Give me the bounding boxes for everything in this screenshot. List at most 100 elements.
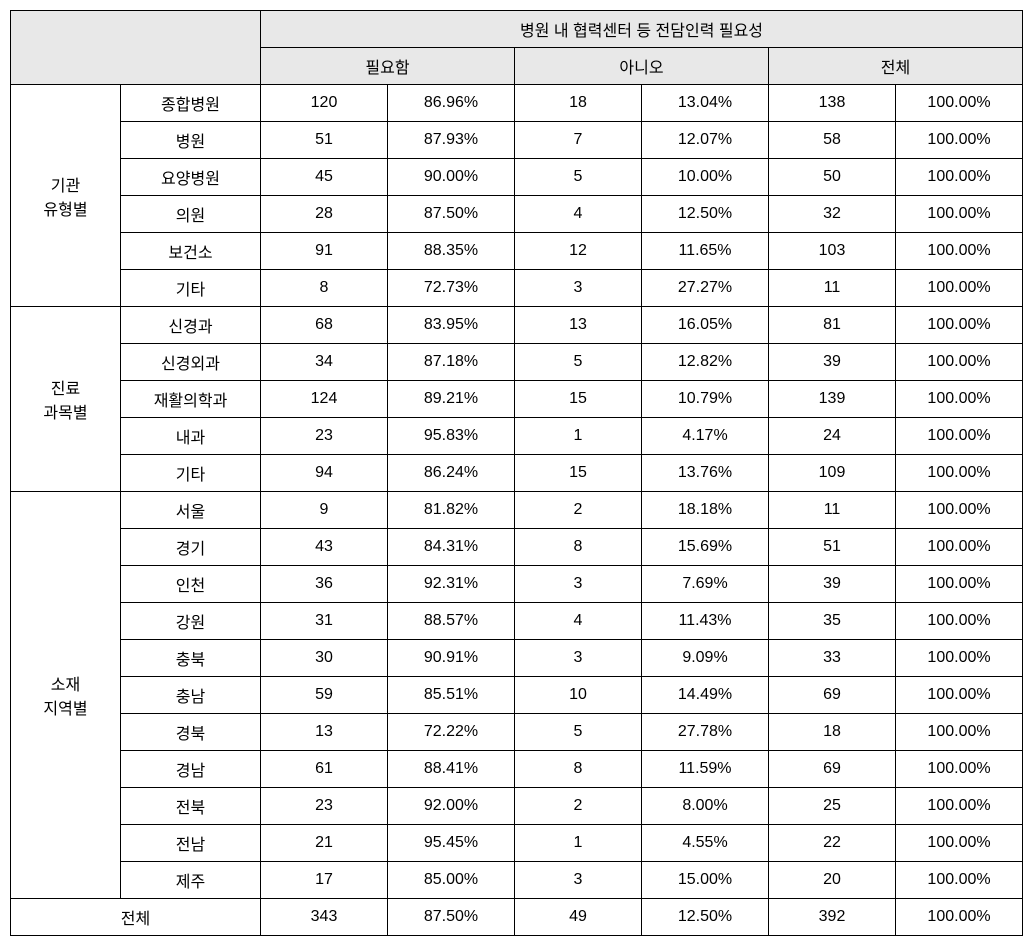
- sub-header-total: 전체: [769, 48, 1023, 85]
- data-cell: 15.00%: [642, 862, 769, 899]
- data-cell: 85.00%: [388, 862, 515, 899]
- data-cell: 100.00%: [896, 677, 1023, 714]
- data-cell: 100.00%: [896, 233, 1023, 270]
- data-cell: 100.00%: [896, 751, 1023, 788]
- table-row: 전북2392.00%28.00%25100.00%: [11, 788, 1023, 825]
- data-cell: 100.00%: [896, 344, 1023, 381]
- data-cell: 34: [261, 344, 388, 381]
- table-body: 기관유형별종합병원12086.96%1813.04%138100.00%병원51…: [11, 85, 1023, 936]
- data-cell: 16.05%: [642, 307, 769, 344]
- data-cell: 11: [769, 492, 896, 529]
- data-cell: 12.50%: [642, 899, 769, 936]
- data-cell: 27.78%: [642, 714, 769, 751]
- data-cell: 88.35%: [388, 233, 515, 270]
- row-label: 병원: [121, 122, 261, 159]
- data-cell: 18: [515, 85, 642, 122]
- data-cell: 8: [515, 529, 642, 566]
- data-cell: 100.00%: [896, 714, 1023, 751]
- data-cell: 8: [261, 270, 388, 307]
- sub-header-no: 아니오: [515, 48, 769, 85]
- row-label: 재활의학과: [121, 381, 261, 418]
- sub-header-yes: 필요함: [261, 48, 515, 85]
- data-cell: 20: [769, 862, 896, 899]
- data-cell: 51: [769, 529, 896, 566]
- data-cell: 100.00%: [896, 640, 1023, 677]
- data-cell: 89.21%: [388, 381, 515, 418]
- data-cell: 138: [769, 85, 896, 122]
- row-label: 경남: [121, 751, 261, 788]
- data-cell: 39: [769, 344, 896, 381]
- data-cell: 18: [769, 714, 896, 751]
- data-cell: 90.00%: [388, 159, 515, 196]
- data-cell: 22: [769, 825, 896, 862]
- row-label: 충북: [121, 640, 261, 677]
- data-cell: 17: [261, 862, 388, 899]
- row-label: 신경외과: [121, 344, 261, 381]
- table-row: 기타872.73%327.27%11100.00%: [11, 270, 1023, 307]
- row-label: 인천: [121, 566, 261, 603]
- data-cell: 25: [769, 788, 896, 825]
- data-cell: 87.93%: [388, 122, 515, 159]
- data-cell: 92.00%: [388, 788, 515, 825]
- data-cell: 5: [515, 159, 642, 196]
- group-header: 진료과목별: [11, 307, 121, 492]
- data-cell: 69: [769, 751, 896, 788]
- data-cell: 12.82%: [642, 344, 769, 381]
- data-cell: 21: [261, 825, 388, 862]
- group-header: 소재지역별: [11, 492, 121, 899]
- data-cell: 12.07%: [642, 122, 769, 159]
- data-cell: 13: [515, 307, 642, 344]
- row-label: 전남: [121, 825, 261, 862]
- table-row: 신경외과3487.18%512.82%39100.00%: [11, 344, 1023, 381]
- data-cell: 91: [261, 233, 388, 270]
- data-cell: 88.41%: [388, 751, 515, 788]
- data-cell: 100.00%: [896, 862, 1023, 899]
- data-cell: 15: [515, 455, 642, 492]
- data-cell: 32: [769, 196, 896, 233]
- data-cell: 100.00%: [896, 85, 1023, 122]
- table-row: 인천3692.31%37.69%39100.00%: [11, 566, 1023, 603]
- table-row: 의원2887.50%412.50%32100.00%: [11, 196, 1023, 233]
- data-cell: 50: [769, 159, 896, 196]
- data-cell: 14.49%: [642, 677, 769, 714]
- data-cell: 343: [261, 899, 388, 936]
- row-label: 서울: [121, 492, 261, 529]
- data-cell: 86.24%: [388, 455, 515, 492]
- data-cell: 10: [515, 677, 642, 714]
- data-cell: 100.00%: [896, 529, 1023, 566]
- row-label: 신경과: [121, 307, 261, 344]
- data-cell: 9: [261, 492, 388, 529]
- data-cell: 15: [515, 381, 642, 418]
- data-cell: 30: [261, 640, 388, 677]
- data-cell: 81: [769, 307, 896, 344]
- row-label: 요양병원: [121, 159, 261, 196]
- table-row: 경남6188.41%811.59%69100.00%: [11, 751, 1023, 788]
- data-cell: 87.50%: [388, 196, 515, 233]
- table-row: 경북1372.22%527.78%18100.00%: [11, 714, 1023, 751]
- data-cell: 4.55%: [642, 825, 769, 862]
- data-table: 병원 내 협력센터 등 전담인력 필요성 필요함 아니오 전체 기관유형별종합병…: [10, 10, 1023, 936]
- data-cell: 43: [261, 529, 388, 566]
- data-cell: 35: [769, 603, 896, 640]
- group-header: 기관유형별: [11, 85, 121, 307]
- data-cell: 9.09%: [642, 640, 769, 677]
- table-row: 요양병원4590.00%510.00%50100.00%: [11, 159, 1023, 196]
- data-cell: 100.00%: [896, 196, 1023, 233]
- data-cell: 12: [515, 233, 642, 270]
- data-cell: 72.73%: [388, 270, 515, 307]
- data-cell: 11.65%: [642, 233, 769, 270]
- data-cell: 2: [515, 492, 642, 529]
- table-header: 병원 내 협력센터 등 전담인력 필요성 필요함 아니오 전체: [11, 11, 1023, 85]
- data-cell: 3: [515, 270, 642, 307]
- row-label: 충남: [121, 677, 261, 714]
- data-cell: 8.00%: [642, 788, 769, 825]
- data-cell: 13.76%: [642, 455, 769, 492]
- main-header: 병원 내 협력센터 등 전담인력 필요성: [261, 11, 1023, 48]
- data-cell: 100.00%: [896, 825, 1023, 862]
- corner-header: [11, 11, 261, 85]
- data-cell: 90.91%: [388, 640, 515, 677]
- data-cell: 11.59%: [642, 751, 769, 788]
- data-cell: 87.50%: [388, 899, 515, 936]
- data-cell: 10.00%: [642, 159, 769, 196]
- table-row: 진료과목별신경과6883.95%1316.05%81100.00%: [11, 307, 1023, 344]
